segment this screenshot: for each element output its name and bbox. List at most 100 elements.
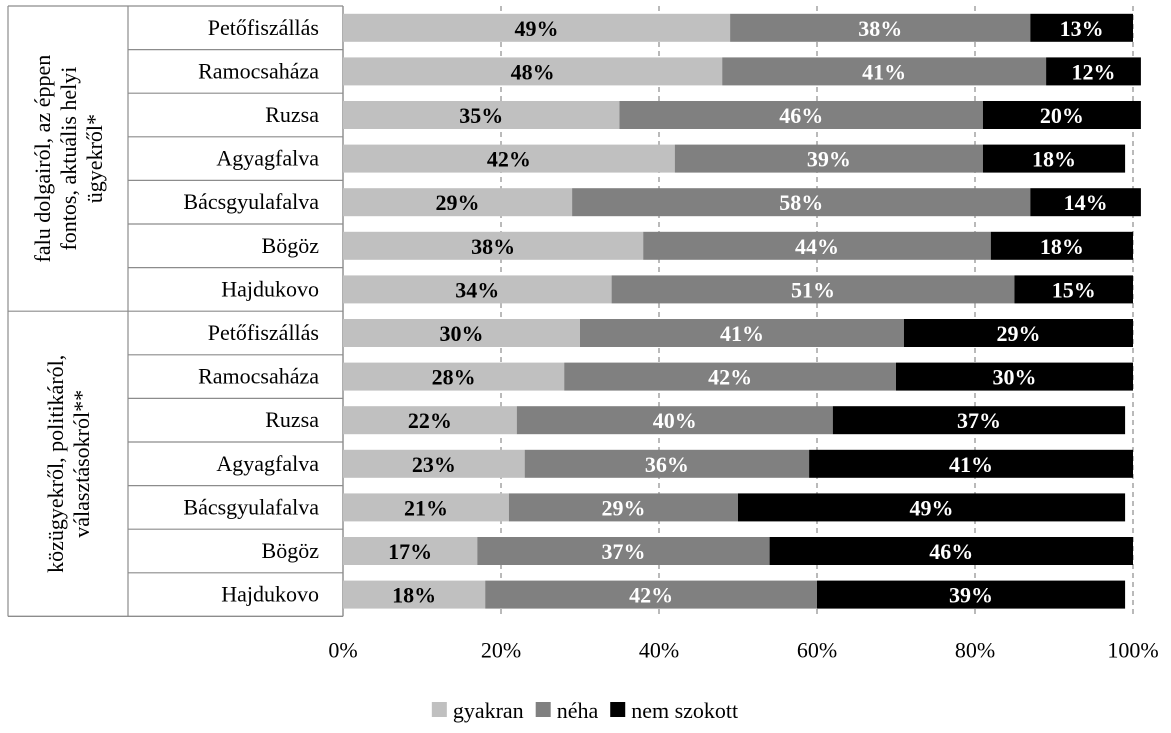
bar-segment-nem-szokott: [817, 580, 1126, 609]
data-label-neha: 42%: [708, 365, 752, 390]
data-label-gyakran: 21%: [404, 495, 448, 520]
x-tick-label: 80%: [955, 637, 995, 662]
bar-segment-neha: [572, 188, 1031, 217]
bar-segment-nem-szokott: [1014, 275, 1133, 304]
bar-segment-gyakran: [343, 13, 731, 42]
group-label: közügyekről, politikáról,választásokról*…: [43, 355, 94, 573]
group-label: falu dolgairól, az éppenfontos, aktuális…: [30, 55, 107, 263]
data-label-gyakran: 30%: [440, 321, 484, 346]
bar-segment-neha: [580, 319, 904, 347]
legend-swatch-gyakran: [431, 702, 447, 717]
bar-segment-nem-szokott: [769, 537, 1133, 565]
category-label-agyagfalva: Agyagfalva: [216, 451, 319, 476]
bar-segment-gyakran: [343, 101, 620, 129]
bar-segment-nem-szokott: [1046, 57, 1141, 86]
data-label-neha: 37%: [601, 539, 645, 564]
x-tick-label: 0%: [328, 637, 357, 662]
data-label-nem-szokott: 49%: [910, 495, 954, 520]
data-label-gyakran: 29%: [436, 190, 480, 215]
bar-segment-gyakran: [343, 231, 644, 260]
data-label-gyakran: 17%: [388, 539, 432, 564]
category-label-petofiszallas: Petőfiszállás: [208, 15, 319, 40]
data-label-gyakran: 38%: [471, 234, 515, 259]
category-label-bacsgyulafalva: Bácsgyulafalva: [183, 494, 319, 519]
data-label-neha: 42%: [629, 583, 673, 608]
bar-segment-neha: [611, 275, 1015, 304]
x-tick-label: 60%: [797, 637, 837, 662]
data-label-neha: 44%: [795, 234, 839, 259]
x-tick-label: 100%: [1107, 637, 1158, 662]
bar-segment-gyakran: [343, 57, 723, 86]
bars: [343, 13, 1141, 609]
group-label-line: ügyekről*: [82, 114, 107, 203]
bar-segment-nem-szokott: [903, 319, 1133, 347]
group-label-line: közügyekről, politikáról,: [43, 355, 68, 573]
data-label-nem-szokott: 14%: [1064, 190, 1108, 215]
bar-segment-gyakran: [343, 144, 675, 173]
data-label-nem-szokott: 12%: [1072, 59, 1116, 84]
group-label-line: választásokról**: [69, 390, 94, 538]
bar-segment-nem-szokott: [990, 231, 1133, 260]
data-label-neha: 41%: [720, 321, 764, 346]
bar-segment-gyakran: [343, 580, 486, 609]
bar-segment-neha: [564, 362, 896, 391]
bar-segment-gyakran: [343, 362, 565, 391]
data-label-gyakran: 22%: [408, 408, 452, 433]
data-label-nem-szokott: 15%: [1052, 277, 1096, 302]
legend: gyakran néha nem szokott: [431, 698, 738, 723]
bar-segment-neha: [674, 144, 983, 173]
category-label-ramocsahaza: Ramocsaháza: [198, 58, 319, 83]
category-label-bacsgyulafalva: Bácsgyulafalva: [183, 189, 319, 214]
category-label-bogoz: Bögöz: [262, 538, 320, 563]
data-label-nem-szokott: 37%: [957, 408, 1001, 433]
bar-segment-nem-szokott: [982, 101, 1141, 129]
data-label-nem-szokott: 13%: [1060, 16, 1104, 41]
x-tick-label: 40%: [639, 637, 679, 662]
bar-segment-gyakran: [343, 188, 573, 217]
x-tick-label: 20%: [481, 637, 521, 662]
bar-segment-gyakran: [343, 275, 612, 304]
category-label-agyagfalva: Agyagfalva: [216, 146, 319, 171]
bar-segment-neha: [508, 493, 738, 522]
legend-swatch-neha: [535, 702, 551, 717]
bar-segment-nem-szokott: [832, 406, 1126, 435]
data-label-neha: 41%: [862, 59, 906, 84]
data-label-neha: 40%: [653, 408, 697, 433]
legend-label-gyakran: gyakran: [453, 698, 524, 723]
bar-segment-gyakran: [343, 537, 478, 565]
data-label-gyakran: 23%: [412, 452, 456, 477]
bar-segment-gyakran: [343, 319, 580, 347]
data-label-neha: 51%: [791, 277, 835, 302]
bar-segment-nem-szokott: [809, 449, 1133, 478]
data-label-nem-szokott: 18%: [1040, 234, 1084, 259]
data-label-nem-szokott: 41%: [949, 452, 993, 477]
data-label-nem-szokott: 29%: [996, 321, 1040, 346]
data-label-neha: 36%: [645, 452, 689, 477]
data-label-neha: 38%: [858, 16, 902, 41]
bar-segment-neha: [485, 580, 817, 609]
data-label-neha: 58%: [779, 190, 823, 215]
bar-segment-neha: [730, 13, 1031, 42]
group-label-line: fontos, aktuális helyi: [56, 67, 81, 251]
category-label-petofiszallas: Petőfiszállás: [208, 320, 319, 345]
data-label-nem-szokott: 30%: [993, 365, 1037, 390]
category-label-hajdukovo: Hajdukovo: [221, 582, 319, 607]
legend-label-neha: néha: [557, 698, 599, 723]
bar-segment-nem-szokott: [738, 493, 1126, 522]
group-label-line: falu dolgairól, az éppen: [30, 55, 55, 263]
bar-segment-gyakran: [343, 493, 509, 522]
category-label-ruzsa: Ruzsa: [265, 407, 319, 432]
bar-segment-nem-szokott: [896, 362, 1133, 391]
data-label-nem-szokott: 20%: [1040, 103, 1084, 128]
bar-segment-nem-szokott: [1030, 13, 1133, 42]
category-label-bogoz: Bögöz: [262, 233, 320, 258]
data-label-gyakran: 35%: [459, 103, 503, 128]
bar-segment-neha: [619, 101, 983, 129]
data-label-gyakran: 48%: [511, 59, 555, 84]
bar-segment-nem-szokott: [1030, 188, 1141, 217]
data-label-gyakran: 18%: [392, 583, 436, 608]
legend-swatch-nem-szokott: [610, 702, 626, 717]
category-label-hajdukovo: Hajdukovo: [221, 276, 319, 301]
data-label-nem-szokott: 39%: [949, 583, 993, 608]
bar-segment-neha: [516, 406, 833, 435]
